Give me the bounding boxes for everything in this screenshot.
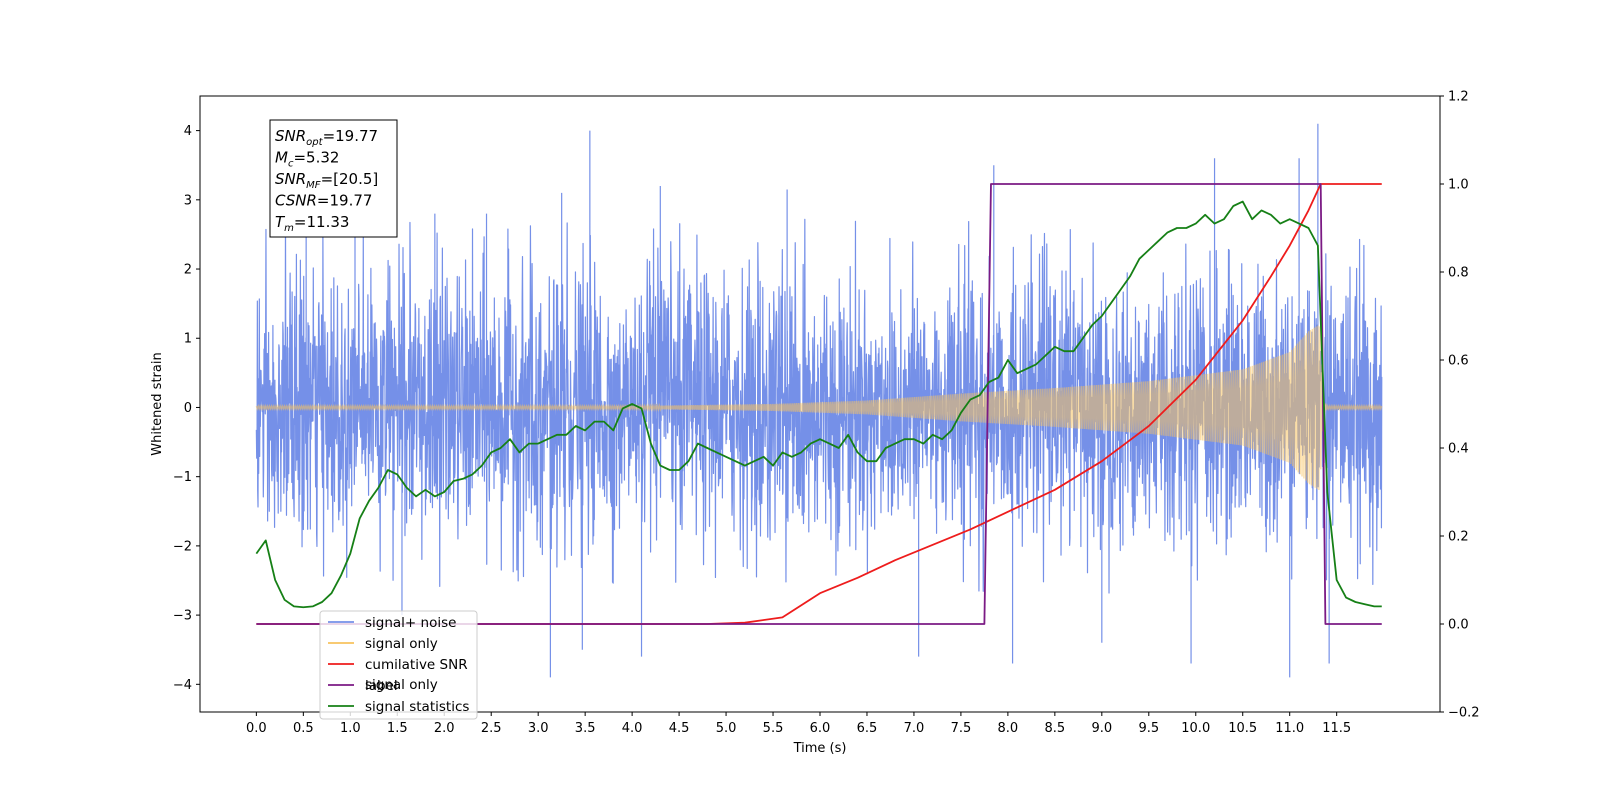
x-tick-label: 10.0 [1181, 721, 1210, 736]
x-tick-label: 9.0 [1091, 721, 1112, 736]
left-y-tick-label: 3 [184, 193, 192, 208]
right-y-tick-label: 0.6 [1448, 354, 1469, 369]
x-tick-label: 2.0 [434, 721, 455, 736]
left-y-tick-label: 2 [184, 263, 192, 278]
x-axis-label: Time (s) [793, 741, 847, 756]
x-tick-label: 9.5 [1138, 721, 1159, 736]
annotation-line: CSNR=19.77 [275, 192, 372, 210]
right-y-tick-label: 0.0 [1448, 618, 1469, 633]
annotation-line: Tm=11.33 [275, 213, 349, 234]
legend-label: signal+ noise [365, 615, 456, 631]
legend-label: cumilative SNR [365, 657, 468, 673]
x-tick-label: 11.5 [1322, 721, 1351, 736]
x-tick-label: 0.5 [293, 721, 314, 736]
x-tick-label: 8.0 [998, 721, 1019, 736]
x-tick-label: 1.0 [340, 721, 361, 736]
right-y-tick-label: 0.8 [1448, 266, 1469, 281]
left-y-tick-label: −2 [173, 539, 192, 554]
left-y-tick-label: −3 [173, 609, 192, 624]
right-y-tick-label: 0.4 [1448, 442, 1469, 457]
x-tick-label: 3.0 [528, 721, 549, 736]
x-tick-label: 4.5 [669, 721, 690, 736]
legend-label: signal only [365, 636, 438, 652]
right-y-tick-label: 1.0 [1448, 178, 1469, 193]
right-y-tick-label: 1.2 [1448, 90, 1469, 105]
series-signal-only [255, 325, 1383, 491]
right-y-tick-label: −0.2 [1448, 706, 1480, 721]
x-tick-label: 11.0 [1275, 721, 1304, 736]
annotation-line: Mc=5.32 [275, 149, 339, 170]
right-y-axis-ticks: −0.2 0.0 0.2 0.4 0.6 0.8 1.0 1.2 [1440, 90, 1480, 721]
left-y-tick-label: −1 [173, 470, 192, 485]
right-y-tick-label: 0.2 [1448, 530, 1469, 545]
left-y-tick-label: −4 [173, 678, 192, 693]
series-signal-noise [255, 123, 1383, 678]
x-tick-label: 7.0 [904, 721, 925, 736]
x-tick-label: 7.5 [951, 721, 972, 736]
x-axis-ticks: 0.0 0.5 1.0 1.5 2.0 2.5 3.0 3.5 4.0 4.5 5.0 5.5 6.0 6… [246, 712, 1351, 736]
y-axis-label: Whitened strain [150, 352, 165, 455]
x-tick-label: 3.5 [575, 721, 596, 736]
left-y-axis-ticks: −4 −3 −2 −1 0 1 2 3 4 [173, 124, 200, 693]
plot-area [255, 123, 1383, 678]
left-y-tick-label: 1 [184, 332, 192, 347]
legend-label: signal statistics [365, 699, 469, 715]
x-tick-label: 10.5 [1228, 721, 1257, 736]
series-signal-statistics [255, 200, 1382, 609]
annotation-line: SNRMF=[20.5] [275, 170, 378, 191]
annotation-line: SNRopt=19.77 [275, 127, 378, 148]
x-tick-label: 5.5 [763, 721, 784, 736]
x-tick-label: 5.0 [716, 721, 737, 736]
x-tick-label: 0.0 [246, 721, 267, 736]
x-tick-label: 1.5 [387, 721, 408, 736]
series-cumilative-snr [256, 183, 1382, 625]
x-tick-label: 8.5 [1045, 721, 1066, 736]
legend: signal only signal+ noise signal only cumi… [319, 610, 478, 720]
legend-occluded-text: signal only [365, 677, 438, 693]
x-tick-label: 6.0 [810, 721, 831, 736]
left-y-tick-label: 4 [184, 124, 192, 139]
series-label [256, 183, 1382, 625]
x-tick-label: 2.5 [481, 721, 502, 736]
x-tick-label: 4.0 [622, 721, 643, 736]
legend-label: label [365, 678, 398, 694]
annotation-box: SNRopt=19.77Mc=5.32SNRMF=[20.5]CSNR=19.7… [269, 119, 398, 238]
x-tick-label: 6.5 [857, 721, 878, 736]
left-y-tick-label: 0 [184, 401, 192, 416]
